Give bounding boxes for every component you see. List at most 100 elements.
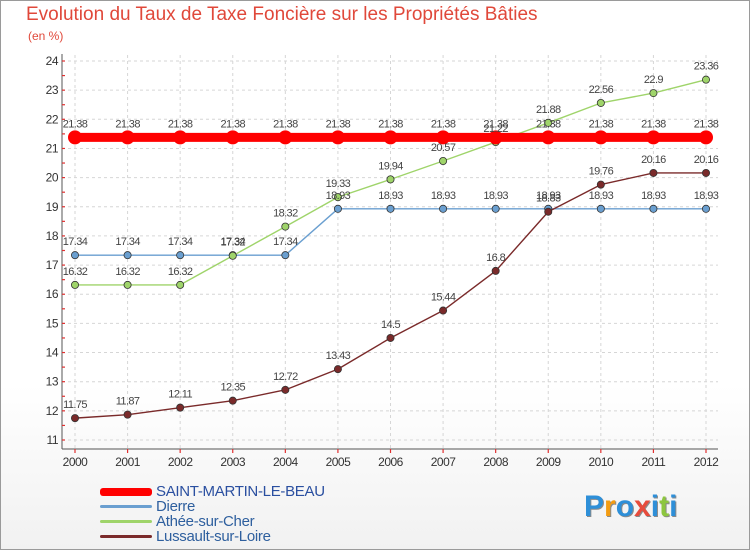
- y-tick-label: 21: [46, 141, 59, 155]
- data-point: [488, 130, 503, 145]
- data-point: [281, 222, 290, 231]
- data-label: 18.93: [326, 190, 351, 202]
- x-tick-label: 2011: [642, 455, 667, 469]
- data-point: [71, 251, 80, 260]
- data-point: [228, 396, 237, 405]
- data-point: [68, 130, 82, 145]
- x-tick-label: 2007: [431, 455, 457, 469]
- data-point: [386, 204, 395, 213]
- y-tick-label: 18: [46, 229, 59, 243]
- legend-swatch: [100, 535, 152, 538]
- legend-label: Athée-sur-Cher: [156, 513, 255, 530]
- data-label: 18.93: [378, 190, 403, 202]
- chart-legend: SAINT-MARTIN-LE-BEAU Dierre Athée-sur-Cher…: [100, 484, 325, 544]
- data-label: 21.38: [273, 118, 298, 130]
- data-label: 18.93: [589, 190, 614, 202]
- data-point: [173, 130, 188, 145]
- data-label: 18.93: [641, 190, 666, 202]
- data-point: [123, 410, 132, 419]
- data-label: 16.8: [486, 252, 505, 264]
- data-label: 19.33: [326, 178, 351, 190]
- data-point: [278, 130, 293, 145]
- y-tick-label: 23: [46, 83, 59, 97]
- logo-letter: P: [584, 490, 605, 523]
- data-label: 20.16: [641, 154, 666, 166]
- data-label: 18.93: [694, 190, 719, 202]
- data-label: 22.56: [589, 84, 614, 96]
- data-label: 19.76: [589, 166, 614, 178]
- x-tick-label: 2006: [378, 455, 404, 469]
- data-point: [228, 251, 237, 260]
- data-label: 21.38: [483, 118, 508, 130]
- legend-item: Athée-sur-Cher: [100, 514, 325, 529]
- y-tick-label: 19: [46, 200, 59, 214]
- data-point: [225, 130, 240, 145]
- data-point: [593, 130, 608, 145]
- data-label: 21.22: [483, 123, 508, 135]
- data-point: [439, 204, 448, 213]
- y-tick-label: 14: [46, 346, 59, 360]
- legend-label: Lussault-sur-Loire: [156, 528, 271, 545]
- data-label: 13.43: [326, 350, 351, 362]
- y-tick-label: 22: [46, 112, 59, 126]
- data-label: 22.9: [644, 74, 663, 86]
- logo-letter: o: [615, 490, 635, 523]
- data-point: [176, 403, 185, 412]
- y-tick-label: 12: [46, 404, 59, 418]
- data-label: 21.38: [589, 118, 614, 130]
- data-label: 17.34: [115, 236, 140, 248]
- data-label: 17.34: [63, 236, 88, 248]
- data-label: 21.38: [431, 118, 456, 130]
- data-label: 21.38: [220, 118, 245, 130]
- data-point: [439, 156, 448, 165]
- data-point: [646, 130, 661, 145]
- data-point: [386, 333, 395, 342]
- data-point: [176, 280, 185, 289]
- data-label: 21.38: [115, 118, 140, 130]
- data-label: 17.34: [273, 236, 298, 248]
- data-point: [541, 130, 556, 145]
- proxiti-logo: Proxiti: [584, 490, 677, 524]
- logo-letter: x: [634, 490, 651, 523]
- data-point: [176, 251, 185, 260]
- data-point: [596, 180, 605, 189]
- y-axis-unit-label: (en %): [28, 29, 64, 43]
- data-point: [386, 175, 395, 184]
- data-point: [702, 75, 711, 84]
- data-point: [544, 207, 553, 216]
- data-point: [649, 89, 658, 98]
- y-tick-label: 16: [46, 287, 59, 301]
- data-label: 16.32: [168, 266, 193, 278]
- x-tick-label: 2012: [694, 455, 720, 469]
- data-point: [596, 98, 605, 107]
- chart-title: Evolution du Taux de Taxe Foncière sur l…: [26, 4, 538, 25]
- x-tick-label: 2002: [168, 455, 194, 469]
- legend-swatch: [100, 505, 152, 508]
- data-point: [699, 130, 713, 145]
- y-tick-label: 11: [47, 433, 59, 447]
- data-label: 21.38: [536, 118, 561, 130]
- x-tick-label: 2004: [273, 455, 299, 469]
- data-label: 21.38: [326, 118, 351, 130]
- data-label: 12.35: [220, 382, 245, 394]
- data-point: [71, 280, 80, 289]
- data-label: 18.93: [536, 190, 561, 202]
- data-label: 21.38: [641, 118, 666, 130]
- data-label: 23.36: [694, 61, 719, 73]
- data-point: [123, 280, 132, 289]
- logo-letter: t: [659, 490, 670, 523]
- data-point: [702, 168, 711, 177]
- data-point: [71, 414, 80, 423]
- data-point: [436, 130, 451, 145]
- data-label: 17.34: [220, 236, 245, 248]
- x-tick-label: 2010: [588, 455, 614, 469]
- data-point: [491, 204, 500, 213]
- data-label: 21.38: [378, 118, 403, 130]
- legend-swatch: [100, 520, 152, 523]
- data-label: 14.5: [381, 319, 400, 331]
- data-label: 12.72: [273, 371, 298, 383]
- data-label: 12.11: [168, 389, 192, 401]
- data-label: 18.83: [536, 193, 561, 205]
